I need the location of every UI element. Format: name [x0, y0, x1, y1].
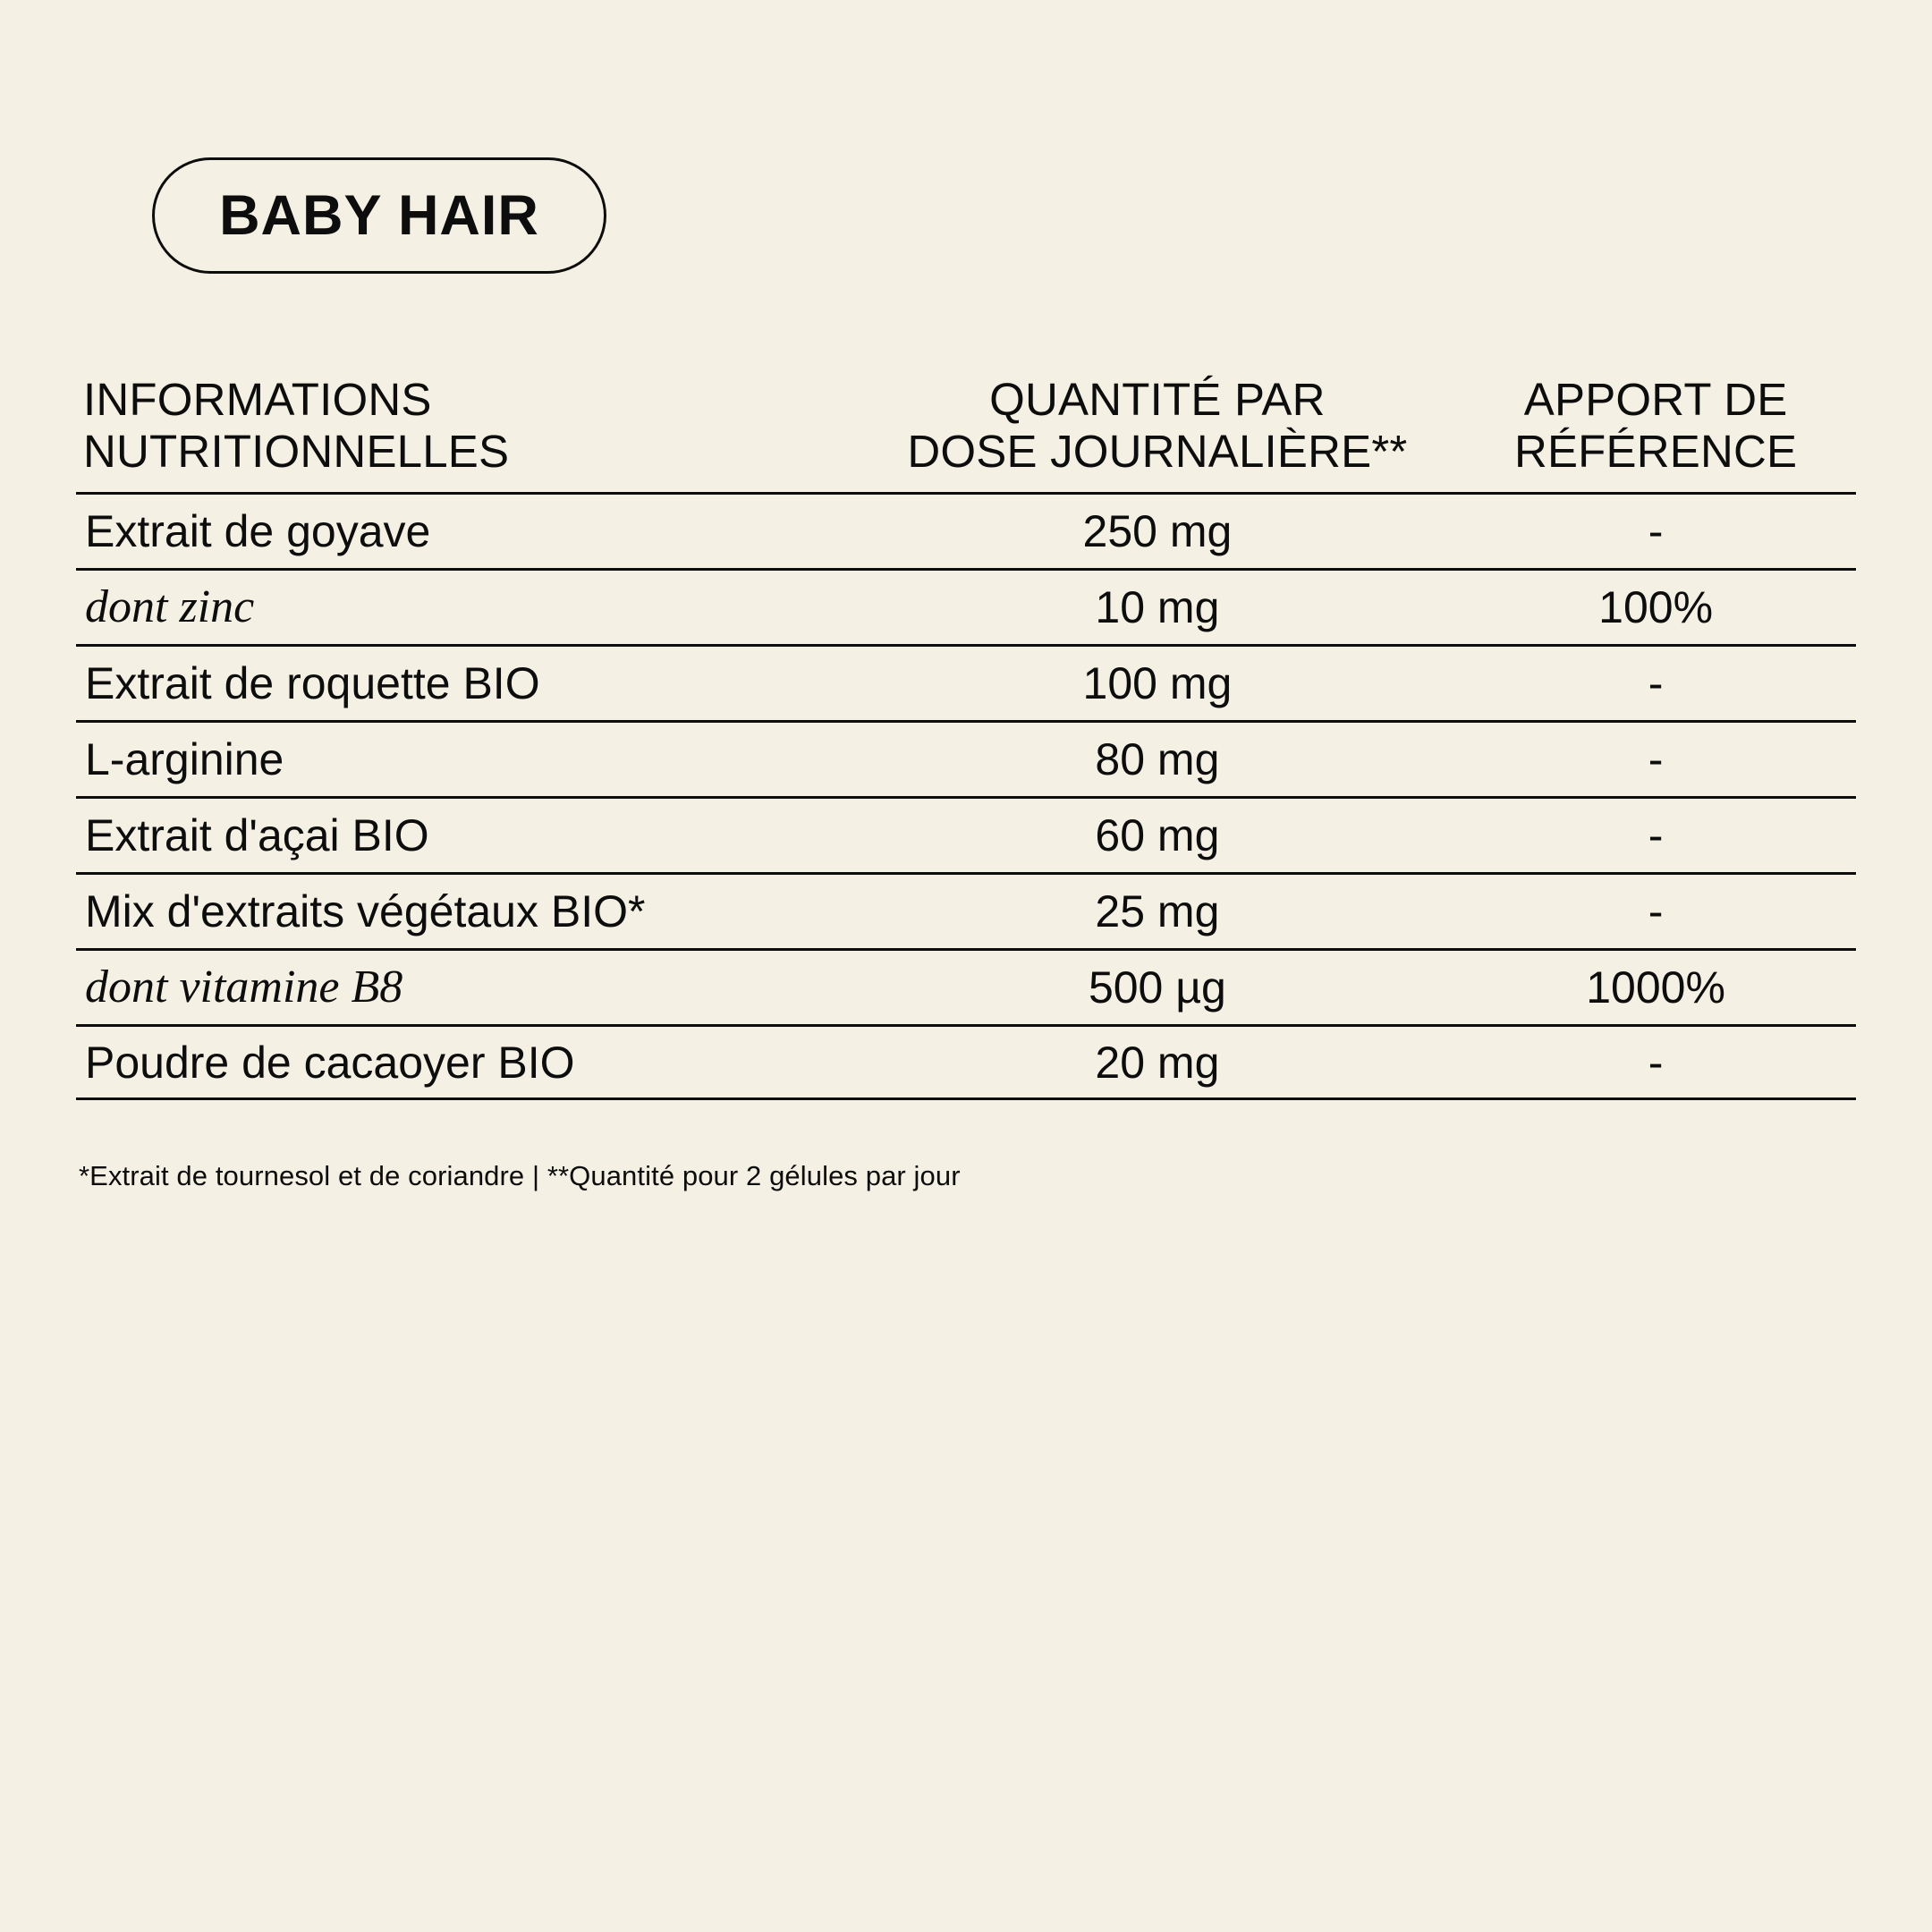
- nutrient-amount-value: 80 mg: [1095, 734, 1220, 785]
- column-header-information: INFORMATIONS NUTRITIONNELLES: [76, 374, 860, 478]
- nutrient-amount-value: 20 mg: [1095, 1037, 1220, 1088]
- table-row: Extrait d'açai BIO 60 mg -: [76, 796, 1856, 872]
- nutrient-amount: 25 mg: [860, 889, 1456, 934]
- nutrient-name: Poudre de cacaoyer BIO: [85, 1037, 575, 1088]
- table-row: dont zinc 10 mg 100%: [76, 568, 1856, 644]
- column-header-amount: QUANTITÉ PAR DOSE JOURNALIÈRE**: [860, 374, 1456, 478]
- nutrient-name: dont zinc: [85, 581, 255, 633]
- column-header-information-line1: INFORMATIONS: [83, 374, 432, 425]
- nutrient-name: Mix d'extraits végétaux BIO*: [85, 886, 646, 937]
- column-header-reference-line1: APPORT DE: [1523, 374, 1788, 425]
- nutrient-amount: 100 mg: [860, 661, 1456, 706]
- nutrient-reference-intake: -: [1648, 658, 1664, 709]
- nutrient-reference-intake: -: [1648, 506, 1664, 557]
- column-header-amount-line1: QUANTITÉ PAR: [989, 374, 1326, 425]
- nutrient-reference-intake: -: [1648, 1037, 1664, 1088]
- product-name-badge: BABY HAIR: [152, 157, 606, 274]
- table-header-row: INFORMATIONS NUTRITIONNELLES QUANTITÉ PA…: [76, 374, 1856, 492]
- column-header-reference-line2: RÉFÉRENCE: [1513, 426, 1798, 478]
- nutrient-amount: 500 µg: [860, 965, 1456, 1010]
- table-row: Extrait de roquette BIO 100 mg -: [76, 644, 1856, 720]
- product-name-label: BABY HAIR: [219, 183, 539, 247]
- nutrient-name: Extrait de roquette BIO: [85, 658, 540, 709]
- nutrient-amount-value: 60 mg: [1095, 810, 1220, 861]
- nutrient-amount: 80 mg: [860, 737, 1456, 782]
- table-row: dont vitamine B8 500 µg 1000%: [76, 948, 1856, 1024]
- nutrient-amount-value: 500 µg: [1088, 962, 1226, 1013]
- nutrient-name: Extrait d'açai BIO: [85, 810, 429, 861]
- nutrient-amount: 10 mg: [860, 585, 1456, 630]
- nutrient-amount-value: 100 mg: [1082, 658, 1233, 709]
- nutrient-name: L-arginine: [85, 734, 284, 785]
- nutrient-amount-value: 10 mg: [1095, 582, 1220, 633]
- table-body: Extrait de goyave 250 mg - dont zinc 10 mg 10…: [76, 492, 1856, 1101]
- nutrient-amount: 20 mg: [860, 1040, 1456, 1085]
- nutrient-name: dont vitamine B8: [85, 962, 403, 1013]
- nutrient-reference-intake: -: [1648, 810, 1664, 861]
- table-row: Mix d'extraits végétaux BIO* 25 mg -: [76, 872, 1856, 948]
- table-row: Poudre de cacaoyer BIO 20 mg -: [76, 1024, 1856, 1101]
- table-row: Extrait de goyave 250 mg -: [76, 492, 1856, 568]
- column-header-reference: APPORT DE RÉFÉRENCE: [1455, 374, 1856, 478]
- nutrient-amount-value: 25 mg: [1095, 886, 1220, 937]
- column-header-amount-line2: DOSE JOURNALIÈRE**: [907, 426, 1408, 478]
- table-footnote: *Extrait de tournesol et de coriandre | …: [79, 1160, 961, 1191]
- nutrient-reference-intake: -: [1648, 734, 1664, 785]
- nutrient-reference-intake: 1000%: [1586, 962, 1725, 1013]
- nutrient-reference-intake: 100%: [1598, 582, 1714, 633]
- nutrient-amount: 60 mg: [860, 813, 1456, 858]
- nutrient-reference-intake: -: [1648, 886, 1664, 937]
- nutrition-facts-table: INFORMATIONS NUTRITIONNELLES QUANTITÉ PA…: [76, 374, 1856, 1101]
- nutrient-name: Extrait de goyave: [85, 506, 431, 557]
- table-row: L-arginine 80 mg -: [76, 720, 1856, 796]
- nutrient-amount: 250 mg: [860, 509, 1456, 554]
- column-header-information-line2: NUTRITIONNELLES: [83, 426, 510, 478]
- nutrient-amount-value: 250 mg: [1082, 506, 1233, 557]
